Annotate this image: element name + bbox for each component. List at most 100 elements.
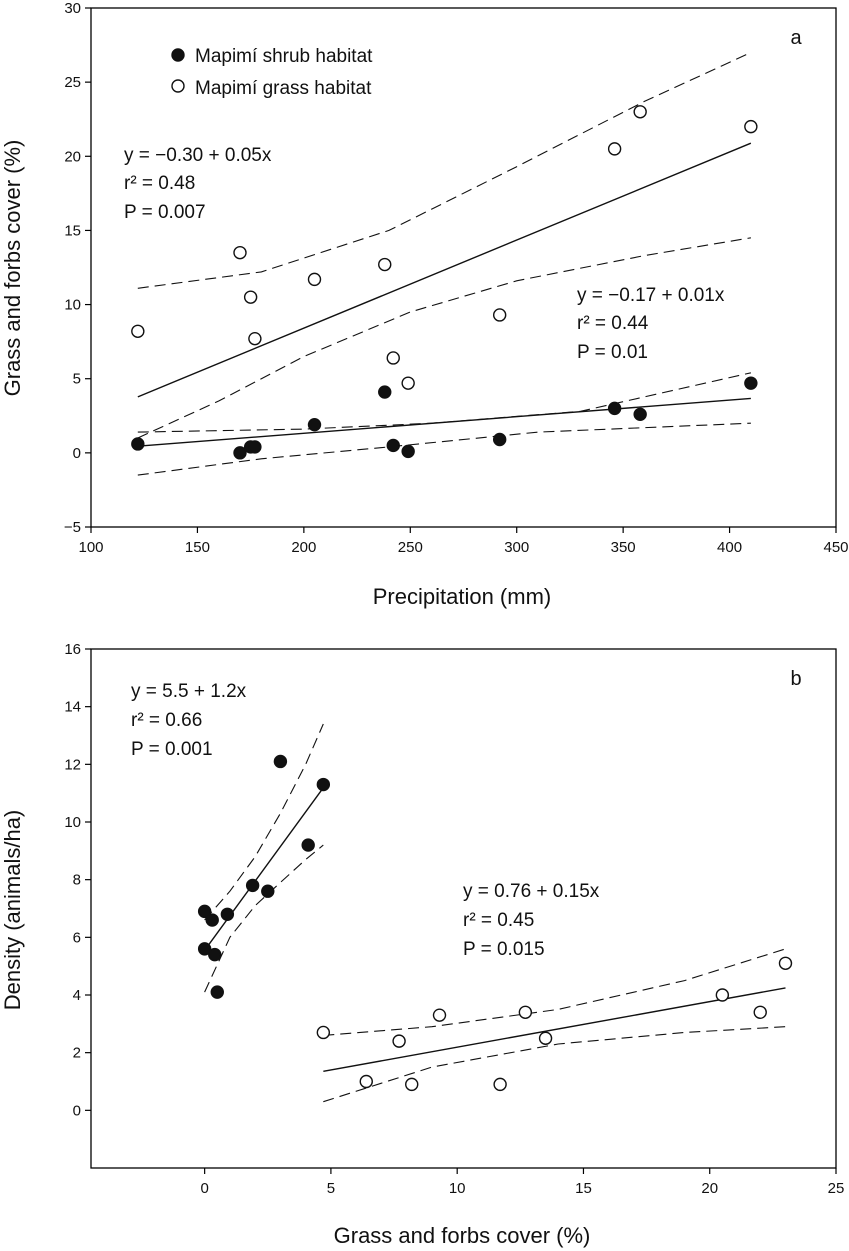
confidence-band-line bbox=[204, 723, 324, 921]
x-tick-label: 400 bbox=[717, 539, 742, 556]
annotation-line: y = −0.30 + 0.05x bbox=[124, 145, 272, 166]
fit-lines-b bbox=[204, 787, 786, 1073]
y-tick-label: 30 bbox=[64, 0, 81, 17]
y-tick-label: 4 bbox=[73, 987, 81, 1004]
data-point-filled bbox=[492, 432, 507, 447]
annotation-line: P = 0.001 bbox=[131, 739, 213, 760]
data-point-filled bbox=[401, 444, 415, 459]
annotation-open-regression: y = 0.76 + 0.15x r² = 0.45 P = 0.015 bbox=[463, 881, 600, 960]
data-point-filled bbox=[273, 754, 288, 769]
confidence-band-line bbox=[204, 844, 324, 993]
data-point-open bbox=[753, 1005, 767, 1019]
annotation-filled-regression: y = 5.5 + 1.2x r² = 0.66 P = 0.001 bbox=[131, 681, 247, 760]
x-tick-label: 25 bbox=[828, 1180, 845, 1197]
y-tick-label: 25 bbox=[64, 74, 81, 91]
annotation-shrub-regression: y = −0.17 + 0.01x r² = 0.44 P = 0.01 bbox=[577, 285, 725, 363]
y-tick-label: 10 bbox=[64, 297, 81, 314]
confidence-bands-a bbox=[137, 52, 752, 476]
data-point-open bbox=[248, 331, 262, 346]
data-point-open bbox=[243, 290, 258, 304]
data-point-open bbox=[607, 142, 622, 156]
ticks-a: 100 150 200 250 300 350 400 450 −5 0 5 10 15 20 25 30 bbox=[64, 0, 849, 556]
x-tick-label: 450 bbox=[823, 539, 848, 556]
data-point-filled bbox=[210, 985, 224, 999]
y-tick-label: 12 bbox=[64, 756, 81, 773]
data-point-filled bbox=[633, 407, 647, 422]
x-tick-label: 15 bbox=[575, 1180, 592, 1197]
annotation-line: y = −0.17 + 0.01x bbox=[577, 285, 725, 306]
data-point-filled bbox=[205, 913, 219, 927]
panel-letter-a: a bbox=[790, 27, 802, 49]
x-tick-label: 200 bbox=[291, 539, 316, 556]
confidence-band-line bbox=[323, 1026, 786, 1103]
y-tick-label: 0 bbox=[73, 1102, 81, 1119]
data-points-a bbox=[131, 105, 758, 460]
y-axis-title-a: Grass and forbs cover (%) bbox=[0, 140, 25, 397]
annotation-line: r² = 0.45 bbox=[463, 910, 534, 931]
regression-line bbox=[137, 142, 752, 398]
data-point-open bbox=[359, 1074, 373, 1089]
data-points-b bbox=[197, 754, 793, 1092]
x-tick-label: 150 bbox=[185, 539, 210, 556]
data-point-open bbox=[131, 324, 145, 338]
fit-lines-a bbox=[137, 142, 752, 447]
x-tick-label: 5 bbox=[327, 1180, 335, 1197]
y-tick-label: 15 bbox=[64, 222, 81, 239]
data-point-filled bbox=[245, 878, 260, 893]
y-tick-label: 5 bbox=[73, 371, 81, 388]
y-tick-label: 2 bbox=[73, 1045, 81, 1062]
data-point-open bbox=[744, 119, 758, 134]
x-axis-title-a: Precipitation (mm) bbox=[373, 584, 551, 609]
data-point-open bbox=[405, 1077, 419, 1092]
annotation-line: P = 0.015 bbox=[463, 939, 545, 960]
confidence-band-line bbox=[137, 52, 752, 289]
data-point-open bbox=[392, 1034, 406, 1048]
y-tick-label: 8 bbox=[73, 872, 81, 889]
annotation-line: y = 5.5 + 1.2x bbox=[131, 681, 247, 702]
x-tick-label: 0 bbox=[200, 1180, 208, 1197]
x-tick-label: 250 bbox=[398, 539, 423, 556]
x-tick-label: 10 bbox=[449, 1180, 466, 1197]
annotation-line: r² = 0.44 bbox=[577, 313, 649, 334]
data-point-filled bbox=[131, 437, 145, 451]
data-point-open bbox=[401, 376, 415, 390]
y-tick-label: −5 bbox=[64, 519, 81, 536]
x-tick-label: 100 bbox=[78, 539, 103, 556]
data-point-filled bbox=[744, 376, 758, 390]
regression-line bbox=[137, 397, 751, 447]
annotation-grass-regression: y = −0.30 + 0.05x r² = 0.48 P = 0.007 bbox=[124, 145, 272, 223]
data-point-open bbox=[493, 1077, 507, 1092]
legend-marker-shrub bbox=[171, 48, 185, 62]
confidence-bands-b bbox=[204, 723, 786, 1103]
annotation-line: r² = 0.48 bbox=[124, 173, 195, 194]
plot-frame-a bbox=[90, 7, 837, 528]
data-point-filled bbox=[197, 904, 212, 919]
annotation-line: P = 0.007 bbox=[124, 202, 206, 223]
data-point-open bbox=[307, 272, 322, 287]
legend-label-shrub: Mapimí shrub habitat bbox=[195, 46, 373, 67]
x-tick-label: 350 bbox=[611, 539, 636, 556]
legend-a: Mapimí shrub habitat Mapimí grass habita… bbox=[171, 46, 373, 99]
data-point-open bbox=[233, 245, 247, 260]
data-point-open bbox=[778, 956, 793, 970]
panel-letter-b: b bbox=[790, 668, 801, 690]
x-axis-title-b: Grass and forbs cover (%) bbox=[334, 1223, 591, 1248]
data-point-open bbox=[432, 1008, 447, 1022]
y-tick-label: 0 bbox=[73, 445, 81, 462]
annotation-line: y = 0.76 + 0.15x bbox=[463, 881, 600, 902]
legend-label-grass: Mapimí grass habitat bbox=[195, 78, 372, 99]
data-point-filled bbox=[301, 838, 315, 852]
data-point-filled bbox=[248, 440, 262, 454]
regression-line bbox=[204, 787, 324, 951]
annotation-line: P = 0.01 bbox=[577, 342, 648, 363]
data-point-open bbox=[492, 308, 507, 322]
data-point-filled bbox=[233, 446, 247, 460]
y-tick-label: 20 bbox=[64, 148, 81, 165]
y-tick-label: 10 bbox=[64, 814, 81, 831]
y-tick-label: 6 bbox=[73, 929, 81, 946]
data-point-filled bbox=[261, 884, 275, 898]
confidence-band-line bbox=[323, 948, 786, 1036]
annotation-line: r² = 0.66 bbox=[131, 710, 202, 731]
data-point-open bbox=[715, 988, 730, 1002]
legend-marker-grass bbox=[171, 79, 185, 93]
